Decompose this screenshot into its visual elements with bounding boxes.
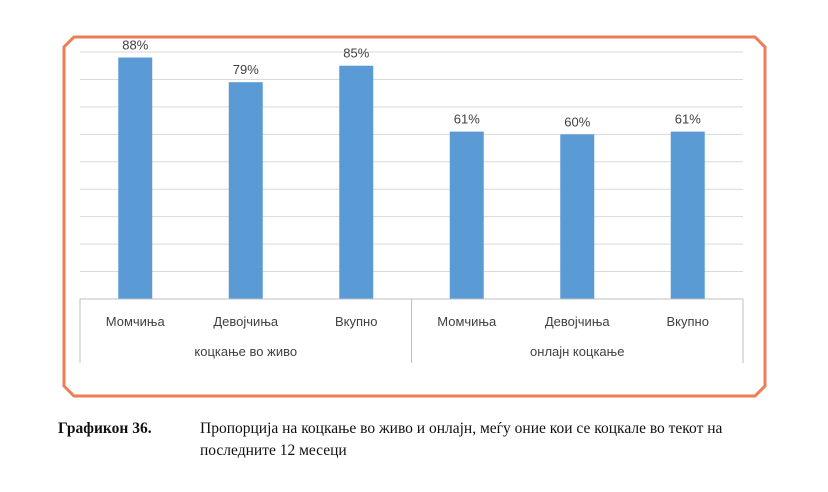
data-labels: 88% 79% 85% 61% 60% 61% (122, 37, 701, 129)
data-label: 79% (233, 62, 259, 77)
group-label: онлајн коцкање (530, 344, 624, 359)
data-label: 85% (343, 46, 369, 61)
bar (228, 82, 263, 299)
data-label: 61% (454, 112, 480, 127)
category-label: Момчиња (106, 314, 166, 329)
bar (118, 57, 153, 299)
bar (670, 131, 705, 299)
bars (118, 57, 705, 299)
data-label: 88% (122, 37, 148, 52)
category-label: Девојчиња (213, 314, 279, 329)
bar (339, 65, 374, 299)
category-label: Вкупно (335, 314, 377, 329)
group-label: коцкање во живо (194, 344, 297, 359)
category-label: Момчиња (437, 314, 497, 329)
category-label: Девојчиња (545, 314, 611, 329)
bar (560, 134, 595, 299)
category-label: Вкупно (667, 314, 709, 329)
category-axis: Момчиња Девојчиња Вкупно коцкање во живо Мом… (79, 298, 744, 363)
caption-label: Графикон 36. (58, 420, 152, 437)
gridlines (80, 51, 743, 273)
data-label: 60% (564, 114, 590, 129)
caption-text: Пропорција на коцкање во живо и онлајн, … (200, 420, 723, 459)
bar (449, 131, 484, 299)
data-label: 61% (675, 112, 701, 127)
